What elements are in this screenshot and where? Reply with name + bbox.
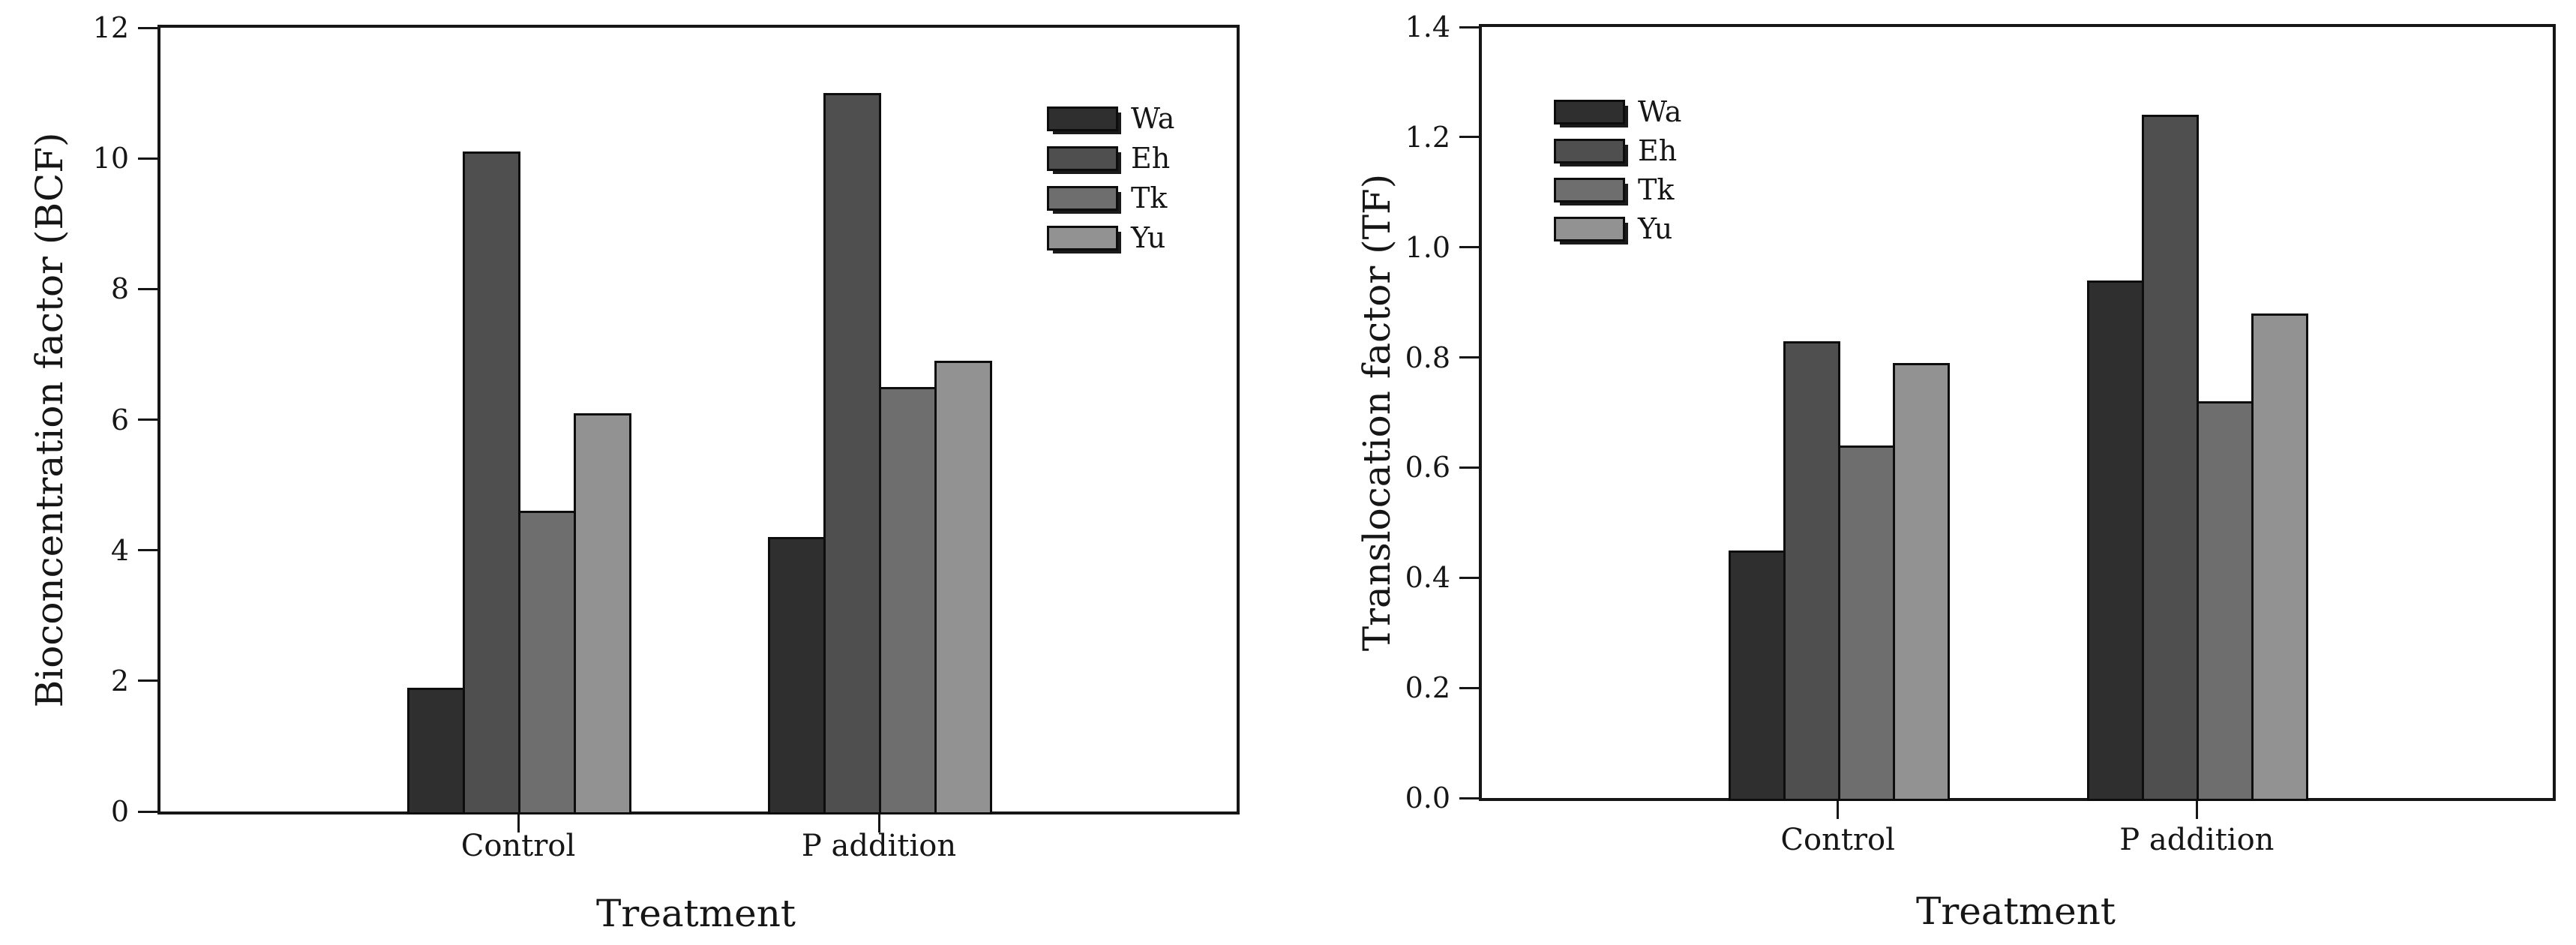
y-tick-label: 0.2 (1405, 671, 1450, 705)
bar-Yu-P-addition (2251, 313, 2309, 801)
y-tick-mark (1459, 136, 1479, 139)
tf-x-axis-title: Treatment (1915, 890, 2116, 933)
y-tick-mark (138, 26, 157, 29)
legend-label-Wa: Wa (1638, 95, 1682, 128)
bar-Tk-P-addition (2197, 401, 2254, 801)
bar-Eh-P-addition (823, 93, 881, 814)
legend-swatch-Eh (1047, 146, 1118, 171)
y-tick-mark (138, 418, 157, 421)
y-tick-label: 1.2 (1405, 120, 1450, 154)
legend-label-Yu: Yu (1131, 221, 1166, 254)
y-tick-mark (1459, 796, 1479, 800)
legend-label-Wa: Wa (1131, 102, 1175, 135)
y-tick-mark (138, 287, 157, 290)
bar-Yu-Control (574, 412, 631, 814)
y-tick-label: 1.4 (1405, 10, 1450, 44)
bar-Tk-Control (1837, 446, 1895, 801)
y-tick-mark (138, 810, 157, 813)
bcf-plot-area (157, 25, 1240, 814)
y-tick-mark (138, 157, 157, 160)
legend-label-Eh: Eh (1638, 134, 1678, 167)
y-tick-label: 0.4 (1405, 561, 1450, 595)
legend-swatch-Yu (1554, 217, 1625, 242)
bar-Yu-P-addition (934, 361, 992, 814)
x-tick-mark (877, 813, 880, 832)
x-tick-mark (517, 813, 520, 832)
bar-Wa-Control (407, 687, 465, 814)
x-tick-mark (2195, 800, 2198, 819)
y-tick-label: 10 (92, 142, 129, 176)
bar-Tk-Control (518, 511, 576, 814)
bcf-x-axis-title: Treatment (595, 892, 796, 935)
bar-Eh-Control (463, 152, 520, 814)
y-tick-mark (1459, 26, 1479, 28)
legend-swatch-Tk (1554, 178, 1625, 202)
category-label: P addition (2119, 823, 2275, 857)
legend-swatch-Wa (1047, 106, 1118, 131)
legend-swatch-Wa (1554, 100, 1625, 124)
y-tick-label: 4 (110, 533, 129, 567)
y-tick-label: 0.6 (1405, 451, 1450, 484)
y-tick-mark (1459, 686, 1479, 689)
y-tick-mark (138, 680, 157, 682)
legend-label-Tk: Tk (1638, 173, 1675, 206)
y-tick-mark (1459, 466, 1479, 469)
category-label: P addition (801, 829, 957, 863)
y-tick-label: 0.8 (1405, 340, 1450, 374)
y-tick-mark (1459, 246, 1479, 249)
bar-Wa-P-addition (2087, 280, 2145, 801)
y-tick-label: 12 (92, 11, 129, 44)
category-label: Control (460, 829, 576, 863)
bar-Eh-P-addition (2142, 115, 2200, 801)
y-tick-mark (138, 549, 157, 552)
bar-Wa-P-addition (768, 537, 826, 814)
bar-Tk-P-addition (879, 386, 937, 814)
legend-swatch-Eh (1554, 139, 1625, 164)
y-tick-label: 0 (110, 795, 129, 828)
x-tick-mark (1837, 800, 1840, 819)
bar-Wa-Control (1728, 550, 1786, 801)
bar-Eh-Control (1783, 340, 1840, 801)
y-tick-label: 6 (110, 403, 129, 436)
legend-label-Eh: Eh (1131, 142, 1171, 175)
y-tick-label: 8 (110, 272, 129, 306)
legend-label-Tk: Tk (1131, 182, 1168, 214)
category-label: Control (1780, 823, 1895, 857)
legend-label-Yu: Yu (1638, 212, 1673, 245)
y-tick-label: 1.0 (1405, 230, 1450, 264)
bar-Yu-Control (1892, 362, 1950, 801)
y-tick-mark (1459, 356, 1479, 359)
y-tick-mark (1459, 576, 1479, 579)
legend-swatch-Yu (1047, 226, 1118, 250)
y-tick-label: 0.0 (1405, 782, 1450, 814)
legend-swatch-Tk (1047, 186, 1118, 211)
tf-plot-area (1479, 24, 2556, 801)
y-tick-label: 2 (110, 664, 129, 698)
